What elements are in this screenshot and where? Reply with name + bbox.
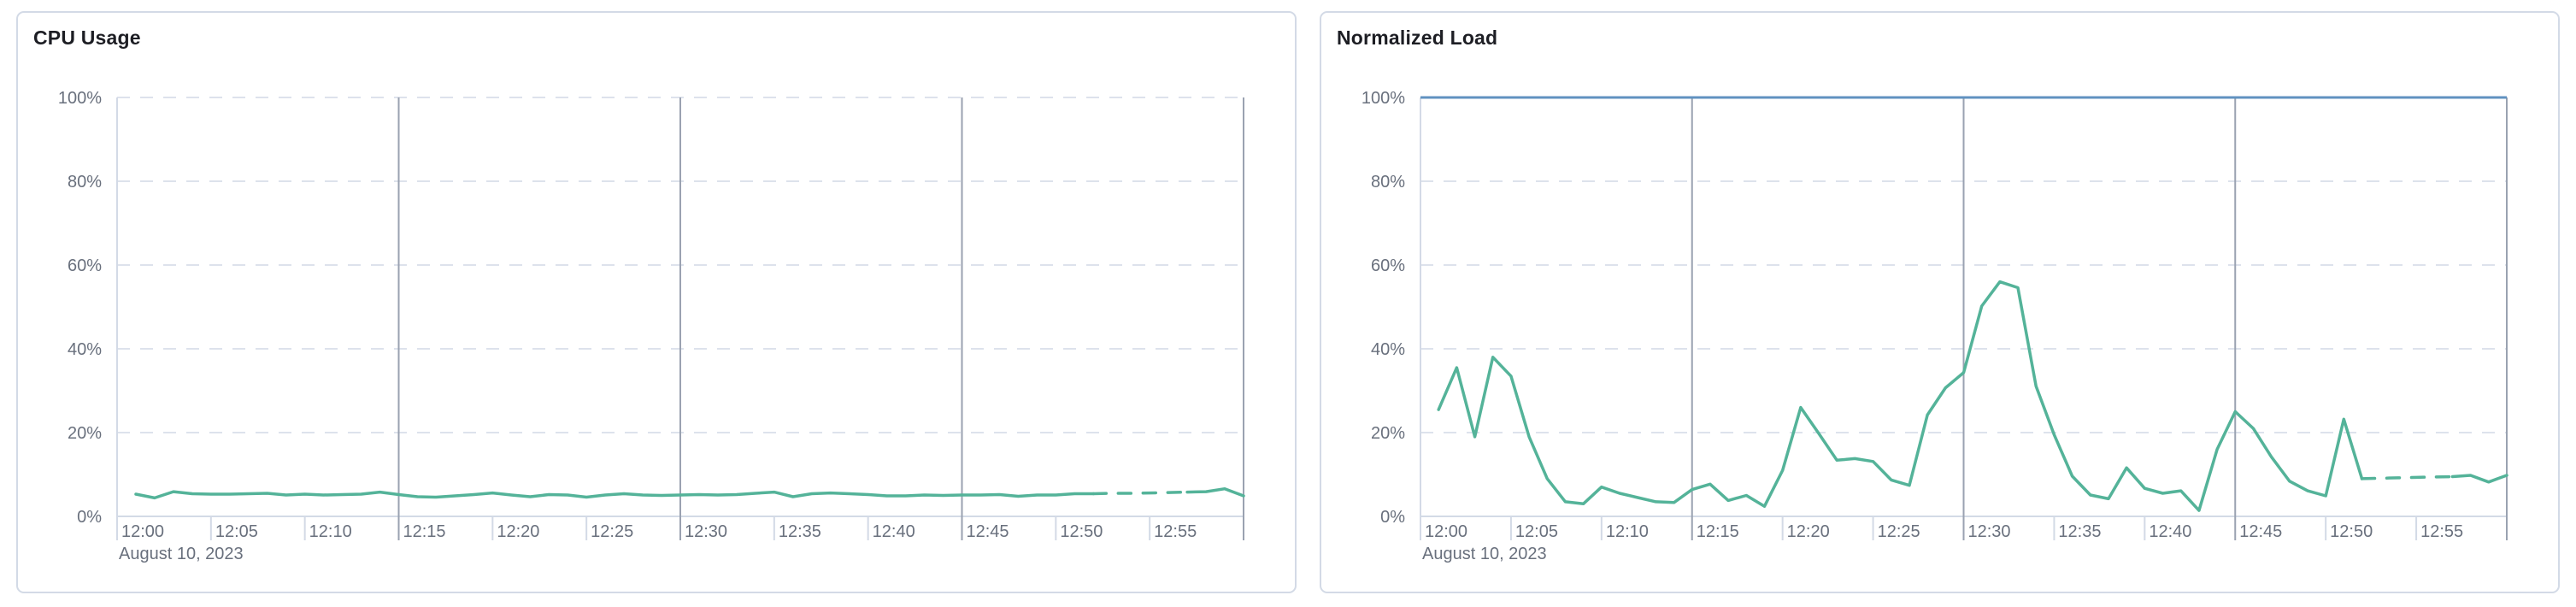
svg-text:12:20: 12:20: [1787, 522, 1830, 541]
svg-text:12:20: 12:20: [497, 522, 539, 541]
svg-text:12:55: 12:55: [1154, 522, 1197, 541]
svg-text:12:05: 12:05: [215, 522, 258, 541]
svg-text:12:00: 12:00: [1425, 522, 1467, 541]
svg-text:40%: 40%: [68, 340, 102, 359]
svg-text:12:30: 12:30: [1968, 522, 2011, 541]
svg-text:12:00: 12:00: [121, 522, 164, 541]
y-axis-labels: 0% 20% 40% 60% 80% 100%: [1362, 89, 1405, 527]
svg-text:12:45: 12:45: [2239, 522, 2282, 541]
svg-text:12:35: 12:35: [779, 522, 821, 541]
svg-text:100%: 100%: [58, 89, 102, 108]
series-cpu-usage: [134, 486, 1245, 500]
panel-cpu-usage: CPU Usage 0% 20% 40% 60% 80% 100% 12:00 12:05 12…: [16, 11, 1297, 593]
cpu-usage-chart-plot[interactable]: 0%20%40%60%80%100%12:00 12:05 12:10 12:15 12…: [18, 13, 1295, 592]
svg-text:12:30: 12:30: [685, 522, 727, 541]
svg-text:80%: 80%: [1371, 173, 1405, 192]
svg-text:12:10: 12:10: [309, 522, 352, 541]
svg-text:80%: 80%: [68, 173, 102, 192]
svg-text:100%: 100%: [1362, 89, 1405, 108]
svg-text:12:25: 12:25: [1878, 522, 1920, 541]
svg-text:12:15: 12:15: [1697, 522, 1739, 541]
svg-text:12:15: 12:15: [403, 522, 446, 541]
svg-text:12:45: 12:45: [967, 522, 1009, 541]
svg-text:12:50: 12:50: [2330, 522, 2373, 541]
svg-text:12:50: 12:50: [1060, 522, 1103, 541]
svg-text:12:40: 12:40: [2149, 522, 2191, 541]
x-axis-labels: 12:00 12:05 12:10 12:15 12:20 12:25 12:30 12:35…: [1425, 522, 2463, 541]
x-axis-date-label: August 10, 2023: [119, 545, 244, 563]
x-ticks: [209, 97, 1244, 540]
x-ticks: [1509, 97, 2508, 540]
svg-text:0%: 0%: [1380, 508, 1405, 527]
series-normalized-load: [1437, 280, 2508, 512]
svg-text:60%: 60%: [68, 256, 102, 275]
chart-title-cpu-usage: CPU Usage: [33, 27, 141, 49]
chart-title-normalized-load: Normalized Load: [1337, 27, 1498, 49]
y-axis-labels: 0% 20% 40% 60% 80% 100%: [58, 89, 102, 527]
x-axis-date-label: August 10, 2023: [1422, 545, 1547, 563]
svg-text:0%: 0%: [77, 508, 102, 527]
svg-text:12:25: 12:25: [591, 522, 633, 541]
svg-text:40%: 40%: [1371, 340, 1405, 359]
svg-text:12:35: 12:35: [2058, 522, 2101, 541]
panel-normalized-load: Normalized Load 0% 20% 40% 60% 80% 100% 12:00 1…: [1320, 11, 2560, 593]
svg-text:20%: 20%: [1371, 424, 1405, 443]
svg-text:12:10: 12:10: [1606, 522, 1649, 541]
svg-text:60%: 60%: [1371, 256, 1405, 275]
normalized-load-chart-plot[interactable]: 0%20%40%60%80%100%12:00 12:05 12:10 12:15 12…: [1321, 13, 2558, 592]
svg-text:12:05: 12:05: [1515, 522, 1558, 541]
svg-text:12:55: 12:55: [2420, 522, 2463, 541]
svg-text:20%: 20%: [68, 424, 102, 443]
svg-text:12:40: 12:40: [873, 522, 915, 541]
x-axis-labels: 12:00 12:05 12:10 12:15 12:20 12:25 12:30 12:35…: [121, 522, 1197, 541]
